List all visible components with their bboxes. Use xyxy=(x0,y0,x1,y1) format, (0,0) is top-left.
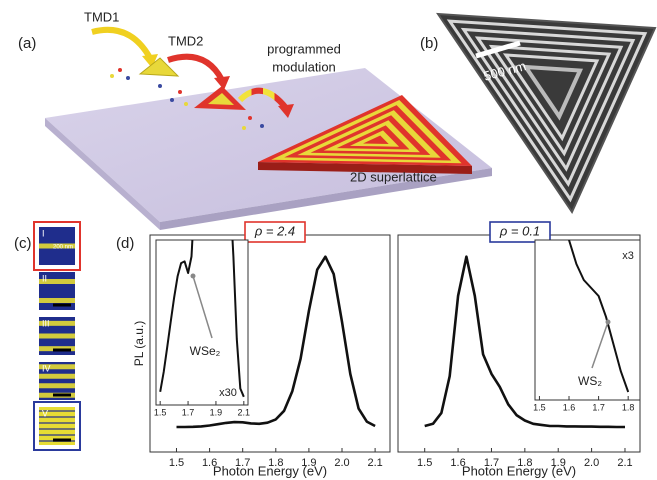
annotation-arrow-head xyxy=(191,274,196,279)
chart-title: ρ = 0.1 xyxy=(499,223,540,238)
schematic-label: TMD2 xyxy=(168,33,203,48)
schematic-label: modulation xyxy=(272,59,336,74)
x-tick-label: 1.5 xyxy=(154,407,167,417)
stripe-label: V xyxy=(42,408,48,418)
panel-label: (c) xyxy=(14,235,32,252)
schematic-label: programmed xyxy=(267,41,341,56)
stripe-label: IV xyxy=(42,363,51,373)
stripe-label: I xyxy=(42,228,45,238)
precursor-dot xyxy=(184,102,188,106)
schematic-label: TMD1 xyxy=(84,9,119,24)
annotation: WSe₂ xyxy=(190,344,221,358)
x-tick-label: 1.5 xyxy=(417,457,432,469)
stripe-band xyxy=(39,434,75,436)
precursor-dot xyxy=(178,90,182,94)
stripe-band xyxy=(39,428,75,430)
annotation: WS₂ xyxy=(578,374,602,388)
precursor-dot xyxy=(170,98,174,102)
x-tick-label: 1.7 xyxy=(182,407,195,417)
chart-title: ρ = 2.4 xyxy=(254,223,295,238)
x-tick-label: 2.0 xyxy=(584,457,599,469)
stripe-label: III xyxy=(42,318,50,328)
arrow xyxy=(92,30,150,58)
stripe-label: II xyxy=(42,273,47,283)
y-axis-label: PL (a.u.) xyxy=(132,321,146,367)
precursor-dot xyxy=(260,124,264,128)
x-tick-label: 1.5 xyxy=(169,457,184,469)
x-tick-label: 1.6 xyxy=(563,402,576,412)
stripe-band xyxy=(39,334,75,339)
scale-factor: x30 xyxy=(219,387,237,399)
x-axis-label: Photon Energy (eV) xyxy=(462,463,576,478)
stripe-band xyxy=(39,298,75,303)
stripe-band xyxy=(39,383,75,388)
x-tick-label: 1.9 xyxy=(210,407,223,417)
panel-label: (a) xyxy=(18,35,36,52)
stripe-band xyxy=(39,422,75,424)
x-tick-label: 1.7 xyxy=(592,402,605,412)
scale-bar-label: 200 nm xyxy=(53,245,73,251)
x-tick-label: 2.1 xyxy=(238,407,251,417)
x-tick-label: 1.5 xyxy=(533,402,546,412)
x-tick-label: 2.0 xyxy=(334,457,349,469)
scale-factor: x3 xyxy=(622,250,634,262)
x-tick-label: 1.8 xyxy=(622,402,635,412)
figure: (a) TMD1 TMD2 programmed modulation 2D s… xyxy=(0,0,657,480)
spectra: 1.5 1.6 1.7 1.8 1.9 2.0 2.1 Photon Energy (eV) P… xyxy=(132,191,640,479)
precursor-dot xyxy=(242,126,246,130)
precursor-dot xyxy=(248,116,252,120)
precursor-dot xyxy=(126,76,130,80)
schematic-label: 2D superlattice xyxy=(350,169,437,184)
stripe-band xyxy=(39,374,75,379)
precursor-dot xyxy=(110,74,114,78)
panel-label: (d) xyxy=(116,235,134,252)
precursor-dot xyxy=(158,84,162,88)
x-tick-label: 2.1 xyxy=(367,457,382,469)
page: { "panel_labels": ["(a)", "(b)", "(c)", … xyxy=(0,0,657,480)
x-axis-label: Photon Energy (eV) xyxy=(213,463,327,478)
x-tick-label: 2.1 xyxy=(617,457,632,469)
panel-label: (b) xyxy=(420,35,438,52)
precursor-dot xyxy=(118,68,122,72)
annotation-arrow-head xyxy=(606,320,611,325)
arrow xyxy=(168,57,222,80)
